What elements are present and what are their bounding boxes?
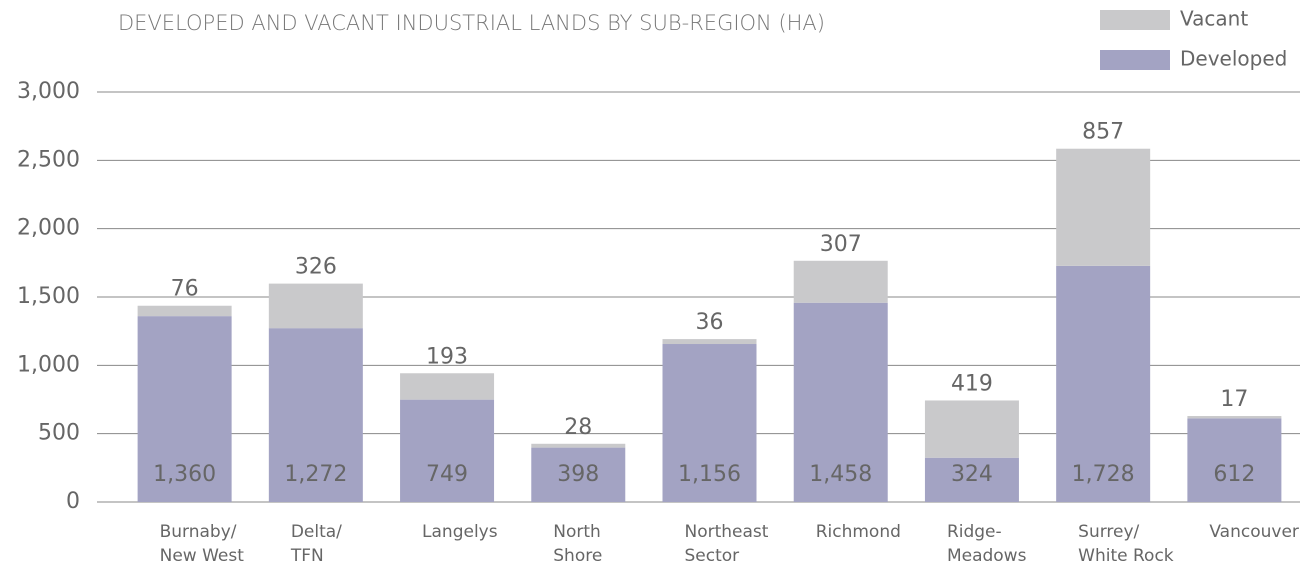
bar-segment — [1187, 416, 1282, 419]
bar-segment — [1056, 148, 1151, 266]
y-tick-label: 1,500 — [17, 284, 80, 309]
chart-title: DEVELOPED AND VACANT INDUSTRIAL LANDS BY… — [118, 11, 825, 35]
x-tick-label: Delta/ TFN — [290, 522, 348, 566]
value-label: 17 — [1220, 387, 1248, 412]
x-tick-label: Langelys — [422, 522, 498, 542]
y-tick-label: 2,000 — [17, 216, 80, 241]
bar-segment — [924, 457, 1019, 502]
bar-segment — [137, 305, 232, 317]
bar-segment — [1187, 418, 1282, 502]
value-label: 1,458 — [809, 462, 872, 487]
bar-segment — [1056, 265, 1151, 502]
value-label: 324 — [951, 462, 993, 487]
legend-swatch — [1100, 10, 1170, 30]
x-tick-label: Vancouver — [1209, 522, 1299, 542]
bar-segment — [662, 344, 757, 502]
x-tick-label: Surrey/ White Rock — [1078, 522, 1174, 566]
bar-segment — [137, 316, 232, 502]
legend-swatch — [1100, 50, 1170, 70]
x-tick-label: North Shore — [553, 522, 606, 566]
value-label: 749 — [426, 462, 468, 487]
y-tick-label: 3,000 — [17, 79, 80, 104]
y-tick-label: 1,000 — [17, 352, 80, 377]
x-tick-label: Ridge- Meadows — [947, 522, 1027, 566]
bar-segment — [400, 399, 495, 502]
bar-segment — [662, 339, 757, 345]
bar-segment — [793, 260, 888, 303]
value-label: 326 — [295, 255, 337, 280]
value-label: 193 — [426, 344, 468, 369]
y-tick-label: 0 — [66, 489, 80, 514]
value-label: 28 — [564, 415, 592, 440]
bar-segment — [793, 302, 888, 502]
bar-segment — [400, 373, 495, 400]
value-label: 1,360 — [153, 462, 216, 487]
x-tick-label: Burnaby/ New West — [160, 522, 245, 566]
y-tick-label: 500 — [38, 421, 80, 446]
bar-segment — [268, 283, 363, 329]
legend-label: Vacant — [1180, 7, 1248, 31]
bar-segment — [924, 400, 1019, 458]
value-label: 1,156 — [678, 462, 741, 487]
x-tick-label: Richmond — [816, 522, 901, 542]
value-label: 76 — [171, 277, 199, 302]
value-label: 1,272 — [284, 462, 347, 487]
value-label: 419 — [951, 371, 993, 396]
bar-segment — [531, 447, 626, 502]
value-label: 612 — [1213, 462, 1255, 487]
value-label: 857 — [1082, 120, 1124, 145]
value-label: 307 — [820, 232, 862, 257]
value-label: 36 — [696, 310, 724, 335]
y-tick-label: 2,500 — [17, 147, 80, 172]
bar-segment — [531, 443, 626, 448]
bar-segment — [268, 328, 363, 502]
x-tick-label: Northeast Sector — [685, 522, 774, 566]
value-label: 1,728 — [1072, 462, 1135, 487]
value-label: 398 — [557, 462, 599, 487]
legend-label: Developed — [1180, 47, 1287, 71]
